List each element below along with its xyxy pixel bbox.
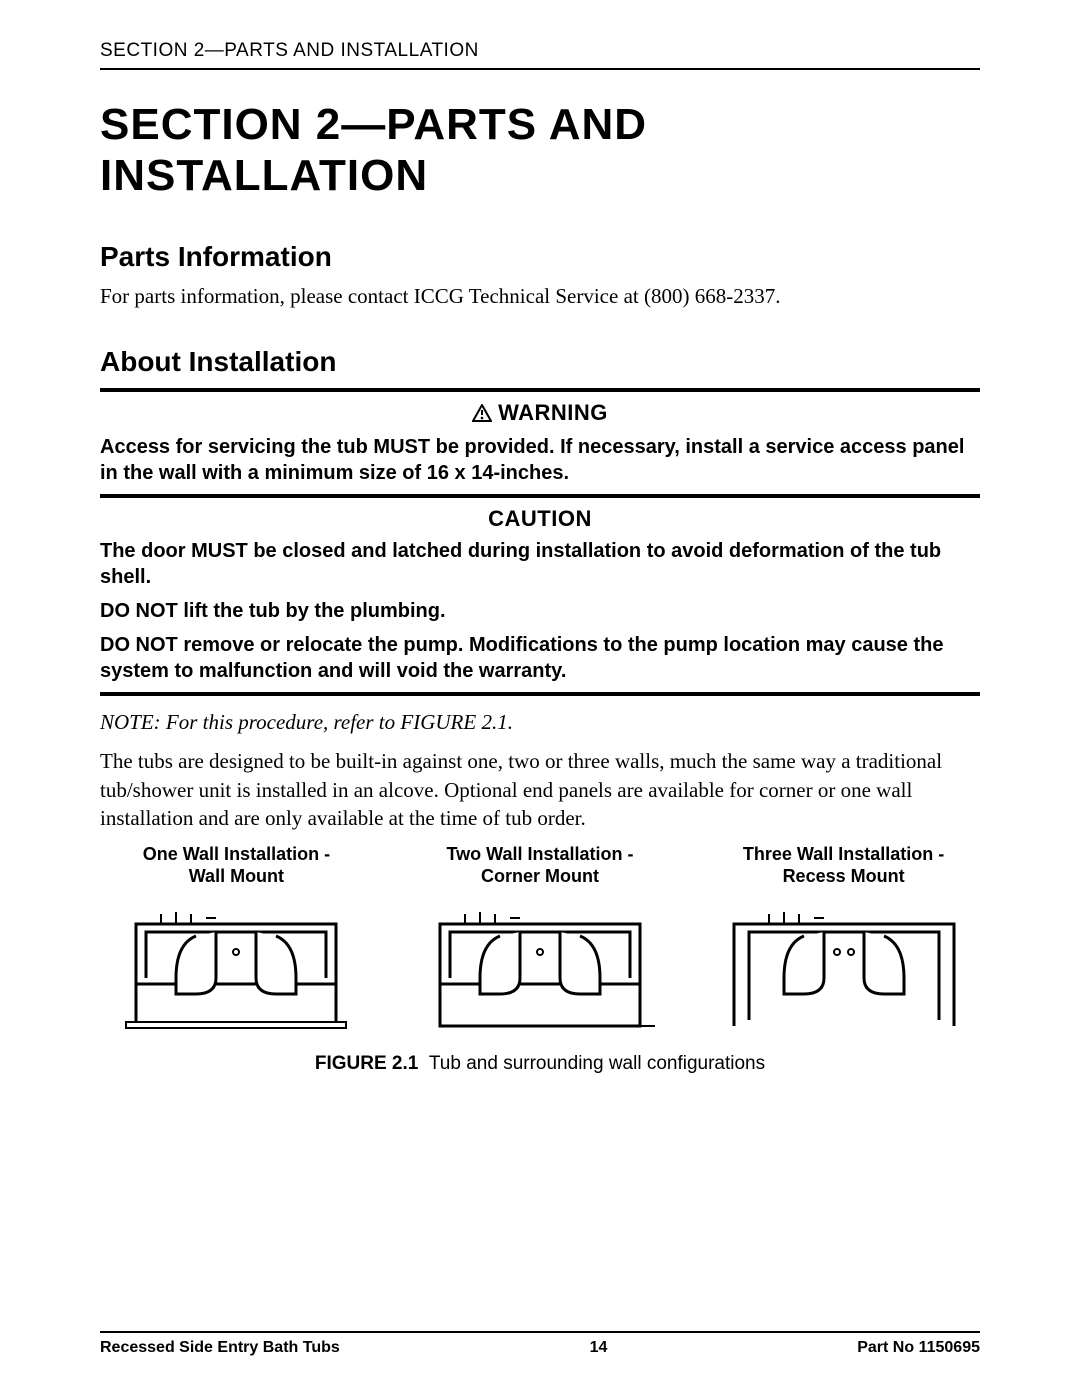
about-installation-heading: About Installation: [100, 346, 980, 378]
tub-one-wall-icon: [121, 894, 351, 1034]
figure-caption-text: Tub and surrounding wall configurations: [429, 1053, 765, 1074]
section-title: SECTION 2—PARTS AND INSTALLATION: [100, 100, 980, 201]
figure-label: One Wall Installation - Wall Mount: [100, 843, 373, 888]
running-header: SECTION 2—PARTS AND INSTALLATION: [100, 40, 980, 70]
footer-left: Recessed Side Entry Bath Tubs: [100, 1339, 340, 1357]
figure-label-line2: Wall Mount: [189, 866, 284, 886]
page-footer: Recessed Side Entry Bath Tubs 14 Part No…: [100, 1331, 980, 1357]
figure-label-line1: Two Wall Installation -: [446, 844, 633, 864]
figure-label-line1: One Wall Installation -: [143, 844, 330, 864]
figure-label-line1: Three Wall Installation -: [743, 844, 944, 864]
figure-caption: FIGURE 2.1 Tub and surrounding wall conf…: [100, 1053, 980, 1075]
figure-two-wall: Two Wall Installation - Corner Mount: [404, 843, 677, 1039]
divider: [100, 494, 980, 498]
description-text: The tubs are designed to be built-in aga…: [100, 747, 980, 832]
figure-label: Three Wall Installation - Recess Mount: [707, 843, 980, 888]
caution-text-2: DO NOT lift the tub by the plumbing.: [100, 598, 980, 624]
tub-three-wall-icon: [729, 894, 959, 1034]
warning-triangle-icon: [472, 402, 492, 428]
note-text: NOTE: For this procedure, refer to FIGUR…: [100, 710, 980, 735]
divider: [100, 388, 980, 392]
figure-row: One Wall Installation - Wall Mount Two W…: [100, 843, 980, 1039]
caution-text-3: DO NOT remove or relocate the pump. Modi…: [100, 632, 980, 684]
warning-label: WARNING: [498, 400, 608, 425]
parts-info-text: For parts information, please contact IC…: [100, 283, 980, 310]
divider: [100, 692, 980, 696]
warning-text: Access for servicing the tub MUST be pro…: [100, 434, 980, 486]
figure-three-wall: Three Wall Installation - Recess Mount: [707, 843, 980, 1039]
tub-two-wall-icon: [425, 894, 655, 1034]
figure-one-wall: One Wall Installation - Wall Mount: [100, 843, 373, 1039]
caution-text-1: The door MUST be closed and latched duri…: [100, 538, 980, 590]
warning-title: WARNING: [100, 400, 980, 428]
figure-label-line2: Recess Mount: [783, 866, 905, 886]
divider: [100, 1331, 980, 1333]
parts-info-heading: Parts Information: [100, 241, 980, 273]
footer-page-number: 14: [590, 1339, 608, 1357]
footer-right: Part No 1150695: [857, 1339, 980, 1357]
figure-label-line2: Corner Mount: [481, 866, 599, 886]
caution-title: CAUTION: [100, 506, 980, 532]
figure-label: Two Wall Installation - Corner Mount: [404, 843, 677, 888]
document-page: SECTION 2—PARTS AND INSTALLATION SECTION…: [0, 0, 1080, 1397]
figure-caption-label: FIGURE 2.1: [315, 1053, 418, 1074]
